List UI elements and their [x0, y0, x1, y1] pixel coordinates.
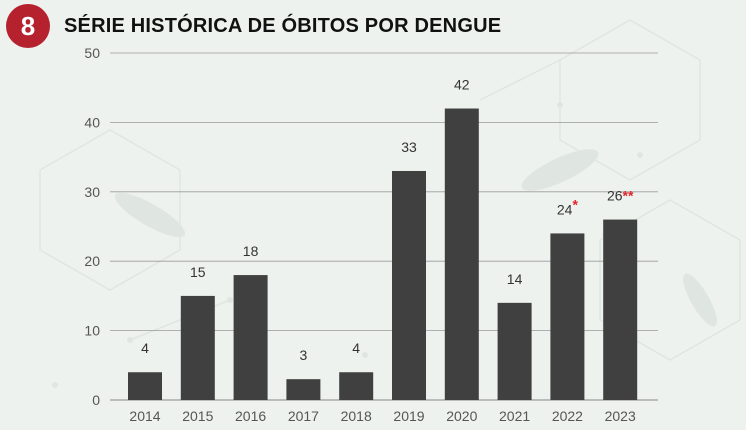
bar-2020: [444, 108, 479, 401]
data-label-value: 14: [507, 271, 523, 287]
bar-2014: [128, 372, 162, 400]
data-label-value: 4: [141, 340, 149, 356]
y-tick-label: 0: [92, 392, 100, 408]
data-label: 3: [300, 347, 308, 363]
x-tick-label: 2018: [341, 408, 372, 424]
data-label: 18: [243, 243, 259, 259]
x-tick-label: 2015: [182, 408, 213, 424]
data-label-value: 4: [352, 340, 360, 356]
x-tick-label: 2022: [552, 408, 583, 424]
bar-2021: [497, 302, 532, 400]
data-label-value: 33: [401, 139, 417, 155]
chart-title: SÉRIE HISTÓRICA DE ÓBITOS POR DENGUE: [64, 14, 502, 37]
bar-2023: [603, 219, 638, 400]
data-label-footnote-mark: **: [623, 188, 634, 204]
y-tick-label: 20: [84, 253, 100, 269]
x-tick-label: 2020: [446, 408, 477, 424]
data-label: 42: [454, 77, 470, 93]
x-tick-label: 2016: [235, 408, 266, 424]
bar-2015: [180, 295, 215, 400]
x-tick-label: 2023: [605, 408, 636, 424]
data-label-footnote-mark: *: [572, 196, 578, 212]
data-label: 15: [190, 264, 206, 280]
x-tick-label: 2021: [499, 408, 530, 424]
data-label: 24*: [557, 196, 579, 217]
x-tick-label: 2019: [393, 408, 424, 424]
y-tick-label: 50: [84, 45, 100, 61]
x-tick-label: 2014: [129, 408, 160, 424]
data-label-value: 26: [607, 188, 623, 204]
x-tick-label: 2017: [288, 408, 319, 424]
bar-2019: [392, 170, 426, 400]
data-label: 33: [401, 139, 417, 155]
data-label-value: 15: [190, 264, 206, 280]
data-label-value: 18: [243, 243, 259, 259]
bar-2017: [286, 379, 321, 400]
bar-2018: [339, 372, 374, 400]
data-label: 4: [141, 340, 149, 356]
data-label-value: 42: [454, 77, 470, 93]
chart-header: 8 SÉRIE HISTÓRICA DE ÓBITOS POR DENGUE: [6, 4, 501, 48]
y-tick-label: 30: [84, 184, 100, 200]
data-label: 26**: [607, 188, 634, 204]
data-label-value: 3: [300, 347, 308, 363]
data-label: 14: [507, 271, 523, 287]
bar-2016: [233, 275, 268, 400]
bar-2022: [550, 233, 585, 400]
y-tick-label: 40: [84, 114, 100, 130]
data-label-value: 24: [557, 201, 573, 217]
section-number-badge: 8: [6, 4, 50, 48]
data-label: 4: [352, 340, 360, 356]
y-tick-label: 10: [84, 323, 100, 339]
